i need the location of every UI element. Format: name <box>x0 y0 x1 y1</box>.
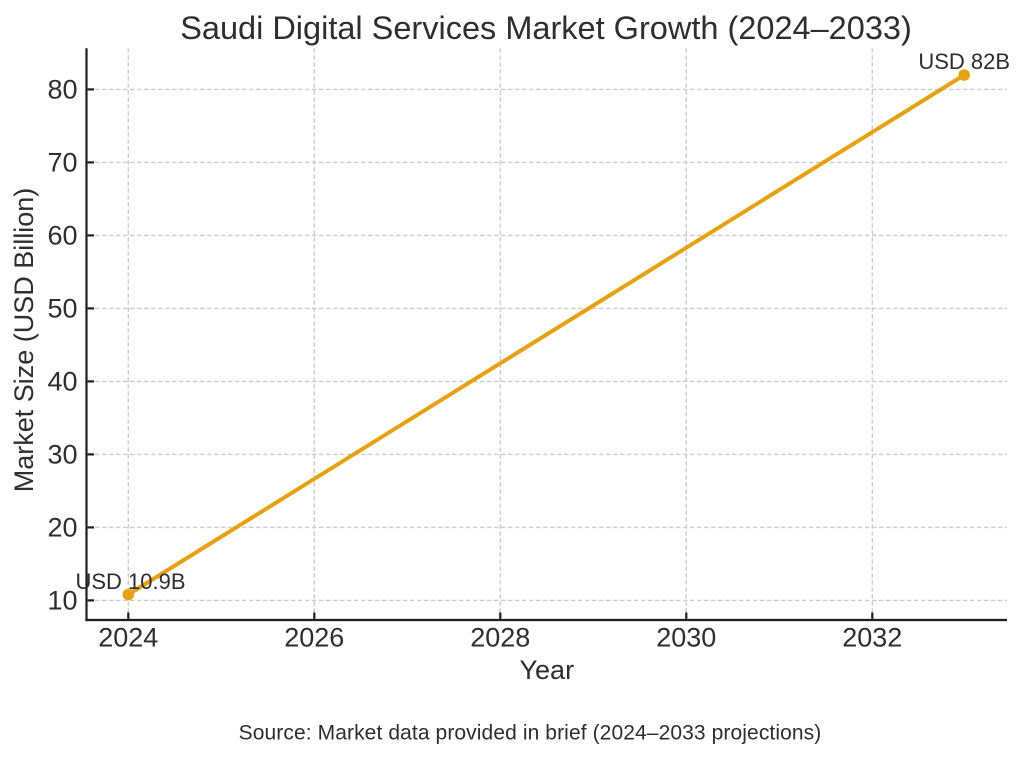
svg-text:Saudi Digital Services Market: Saudi Digital Services Market Growth (20… <box>180 10 912 46</box>
svg-text:USD 82B: USD 82B <box>918 49 1010 74</box>
svg-text:30: 30 <box>47 440 77 470</box>
svg-text:80: 80 <box>47 75 77 105</box>
svg-text:70: 70 <box>47 148 77 178</box>
svg-text:USD 10.9B: USD 10.9B <box>75 569 185 594</box>
svg-text:2028: 2028 <box>470 623 530 653</box>
svg-text:40: 40 <box>47 367 77 397</box>
svg-text:10: 10 <box>47 586 77 616</box>
svg-text:Source: Market data provided i: Source: Market data provided in brief (2… <box>239 721 822 744</box>
svg-text:50: 50 <box>47 294 77 324</box>
svg-text:Year: Year <box>520 655 575 685</box>
svg-text:60: 60 <box>47 221 77 251</box>
svg-text:2026: 2026 <box>284 623 344 653</box>
svg-text:20: 20 <box>47 513 77 543</box>
svg-text:Market Size (USD Billion): Market Size (USD Billion) <box>9 188 39 493</box>
svg-text:2030: 2030 <box>656 623 716 653</box>
svg-text:2032: 2032 <box>842 623 902 653</box>
svg-text:2024: 2024 <box>98 623 158 653</box>
